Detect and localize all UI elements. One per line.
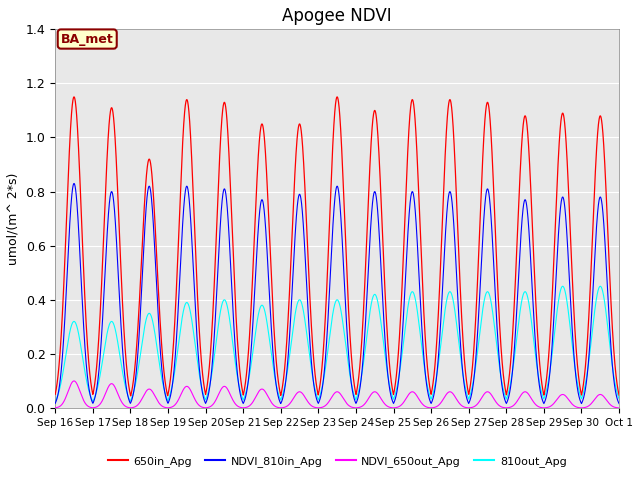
Title: Apogee NDVI: Apogee NDVI [282,7,392,25]
Y-axis label: umol/(m^ 2*s): umol/(m^ 2*s) [7,172,20,265]
Legend: 650in_Apg, NDVI_810in_Apg, NDVI_650out_Apg, 810out_Apg: 650in_Apg, NDVI_810in_Apg, NDVI_650out_A… [103,451,571,471]
Text: BA_met: BA_met [61,33,114,46]
